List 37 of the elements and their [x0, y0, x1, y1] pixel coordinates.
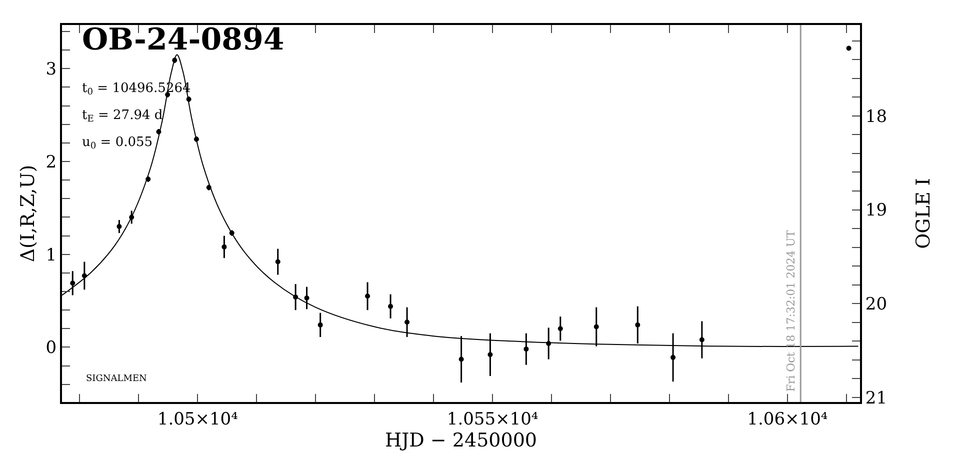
x-tick-label: 1.05×10⁴ [157, 409, 238, 430]
point [365, 294, 370, 299]
annotation: u$_{0}$ = 0.055 [82, 135, 153, 152]
x-axis-title: HJD − 2450000 [384, 429, 538, 452]
point [458, 356, 464, 362]
point [846, 46, 852, 51]
y2-tick-label: 18 [865, 106, 888, 127]
annotation: SIGNALMEN [86, 374, 148, 384]
point [635, 322, 640, 328]
y2-tick-label: 19 [865, 200, 888, 221]
point [70, 280, 76, 286]
point [116, 224, 122, 229]
y-axis-title: Δ(I,R,Z,U) [17, 164, 40, 262]
point [404, 320, 410, 325]
annotation: t$_{E}$ = 27.94 d [82, 108, 163, 125]
y-tick-label: 0 [46, 338, 57, 358]
point [670, 354, 676, 360]
point [222, 244, 227, 250]
y-tick-label: 3 [46, 60, 57, 80]
point [558, 326, 563, 332]
point [388, 304, 394, 309]
point [524, 346, 529, 352]
point [594, 324, 599, 330]
point [699, 337, 704, 342]
point [318, 322, 323, 328]
y2-tick-label: 20 [865, 294, 888, 314]
y-tick-label: 1 [46, 245, 57, 266]
point [304, 296, 310, 300]
y2-axis-title: OGLE I [912, 178, 934, 249]
point [488, 352, 493, 358]
x-tick-label: 1.06×10⁴ [747, 409, 828, 430]
x-tick-label: 1.055×10⁴ [446, 409, 538, 430]
y-tick-label: 2 [46, 152, 57, 172]
chart-title: OB-24-0894 [82, 22, 284, 58]
y2-tick-label: 21 [865, 388, 888, 408]
annotation: Fri Oct 18 17:32:01 2024 UT [784, 230, 798, 392]
point [275, 259, 280, 264]
